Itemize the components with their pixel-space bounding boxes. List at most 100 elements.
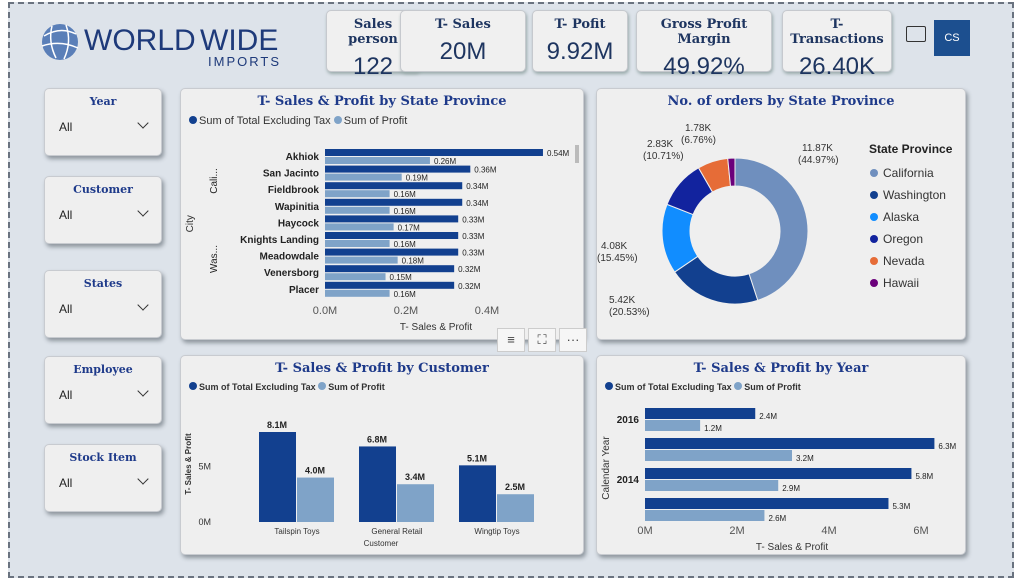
year-bar-chart: 2016 2.4M 1.2M 6.3M 3.2M 2014 5.8M 2.9M 5.3M 2.6M… [601,408,957,553]
slicer-customer[interactable]: Customer All [44,176,162,244]
svg-text:IMPORTS: IMPORTS [208,54,281,69]
data-label: 0.54M [547,149,570,158]
kpi-title: T- Sales [435,17,491,32]
bar-profit [325,273,386,281]
user-avatar[interactable]: CS [934,20,970,56]
filter-icon[interactable]: ≡ [497,328,525,352]
data-label: 5.1M [467,453,487,463]
legend-label: Oregon [883,232,923,246]
category-label: Akhiok [286,152,320,163]
bar-sales [645,408,756,419]
bar-sales [259,432,296,522]
data-label: 4.0M [305,466,325,476]
x-tick-label: 0.2M [394,305,418,317]
legend-dot-sales [189,382,197,390]
bar-profit [645,510,765,521]
slicer-value[interactable]: All [59,302,73,316]
svg-text:WIDE: WIDE [200,24,278,57]
data-label: 0.26M [434,157,457,166]
orders-donut-chart: 11.87K(44.97%) California 5.42K(20.53%) Was… [597,123,953,318]
data-label: 0.16M [394,207,417,216]
slicer-value[interactable]: All [59,120,73,134]
data-label: 0.19M [406,174,429,183]
slicer-title: Year [89,95,117,108]
data-label: 2.4M [759,412,777,421]
bar-profit [645,480,779,491]
focus-mode-icon[interactable]: ⛶ [528,328,556,352]
data-label: 8.1M [267,420,287,430]
legend-label: Alaska [883,210,919,224]
data-label: 0.36M [474,166,497,175]
data-label: 1.2M [704,424,722,433]
slicer-value[interactable]: All [59,476,73,490]
legend-label-sales: Sum of Total Excluding Tax [199,115,331,127]
kpi-title: T- Transactions [790,17,884,47]
category-label: 2014 [617,475,640,486]
slicer-value[interactable]: All [59,388,73,402]
donut-slice-hawaii [727,157,736,187]
data-label: 5.3M [892,502,910,511]
legend-label-sales: Sum of Total Excluding Tax [615,382,732,392]
kpi-value: 26.40K [798,53,876,80]
data-label-percent: (10.71%) [643,151,684,162]
bar-profit [325,206,390,214]
legend-dot-profit [333,116,342,124]
bar-profit [645,450,792,461]
data-label: 0.33M [462,232,485,241]
comment-icon[interactable] [906,26,926,42]
x-axis-title: T- Sales & Profit [400,322,472,333]
y-axis-title: Calendar Year [601,436,612,500]
legend-dot [870,279,878,287]
bar-profit [325,157,430,164]
x-axis-title: T- Sales & Profit [756,542,828,553]
bar-sales [325,198,463,206]
data-label: 0.17M [398,223,421,232]
kpi-value: 49.92% [663,53,745,80]
data-label-percent: (20.53%) [609,307,650,318]
slicer-title: States [83,277,123,290]
data-label: 5.8M [915,472,933,481]
bar-profit [325,173,402,181]
state-bar-chart: Akhiok 0.54M 0.26M San Jacinto 0.36M 0.19M Fie… [185,145,579,333]
sales-profit-by-state-card[interactable]: T- Sales & Profit by State Province Sum … [180,88,584,340]
data-label: 6.8M [367,434,387,444]
bar-sales [325,265,455,273]
x-axis-title: Customer [364,539,399,548]
legend-label: Washington [883,188,946,202]
bar-profit [645,420,701,431]
slicer-employee[interactable]: Employee All [44,356,162,424]
legend-title: State Province [869,142,953,156]
data-label: 0.32M [458,282,481,291]
legend-dot-sales [189,116,197,124]
slicer-value[interactable]: All [59,208,73,222]
category-label: Tailspin Toys [274,527,319,536]
data-label: 2.6M [768,514,786,523]
y-tick-label: 5M [198,461,211,471]
category-label: Haycock [278,218,320,229]
kpi-card: Gross Profit Margin 49.92% [636,10,772,80]
category-label: San Jacinto [263,169,319,180]
orders-by-state-card[interactable]: No. of orders by State Province 11.87K (4… [596,88,966,340]
data-label: 0.16M [394,240,417,249]
legend-label-profit: Sum of Profit [328,382,385,392]
sales-profit-by-customer-card[interactable]: T- Sales & Profit by Customer Sum of Tot… [180,355,584,555]
slicer-states[interactable]: States All [44,270,162,338]
bar-sales [325,149,543,156]
scrollbar[interactable] [575,145,579,163]
slicer-stock-item[interactable]: Stock Item All [44,444,162,512]
x-tick-label: 0.0M [313,305,337,317]
y-axis-title: City [185,215,196,232]
legend-dot [870,169,878,177]
category-label: Wapinitia [275,202,320,213]
data-label-percent: (44.97%) [798,155,839,166]
slicer-year[interactable]: Year All [44,88,162,156]
legend-label-profit: Sum of Profit [744,382,801,392]
city-group-label: Was... [209,245,220,273]
bar-profit [325,190,390,198]
bar-sales [325,165,471,173]
x-tick-label: 2M [729,525,744,537]
sales-profit-by-year-card[interactable]: T- Sales & Profit by Year Sum of Total E… [596,355,966,555]
kpi-title: Sales person [348,17,398,47]
more-options-icon[interactable]: ··· [559,328,587,352]
bar-sales [645,438,935,449]
